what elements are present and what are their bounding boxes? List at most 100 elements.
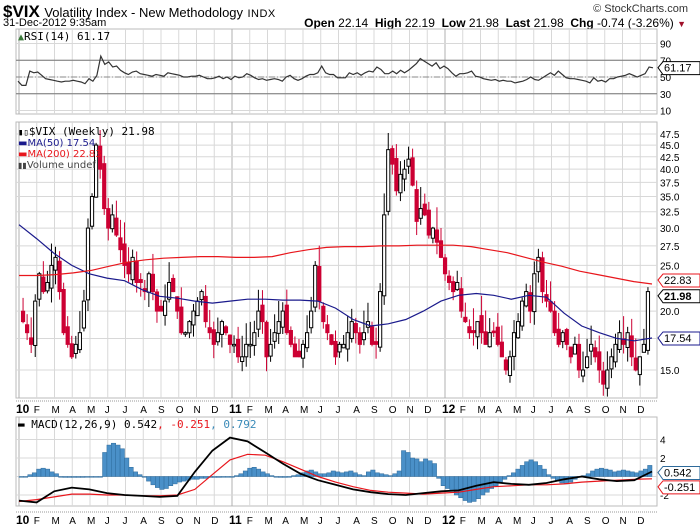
svg-text:F: F: [247, 516, 253, 527]
mountain-icon: ▲: [18, 32, 25, 43]
svg-text:4: 4: [660, 436, 666, 447]
svg-text:-0.251: -0.251: [664, 482, 695, 494]
svg-text:N: N: [620, 405, 627, 416]
low-value: 21.98: [468, 16, 499, 30]
svg-text:M: M: [52, 516, 60, 527]
svg-text:21.98: 21.98: [664, 291, 692, 303]
svg-text:J: J: [318, 405, 323, 416]
svg-text:10: 10: [16, 402, 30, 416]
svg-text:S: S: [158, 405, 165, 416]
copyright: © StockCharts.com: [593, 3, 688, 15]
candlestick-icon: ▮▯: [18, 128, 29, 138]
svg-text:A: A: [282, 405, 289, 416]
chart-datetime: 31-Dec-2012 9:35am: [3, 17, 107, 29]
svg-text:S: S: [371, 405, 378, 416]
svg-text:90: 90: [660, 40, 672, 51]
svg-text:11: 11: [229, 402, 242, 416]
chart-title: $VIX Volatility Index - New Methodology …: [3, 2, 276, 22]
svg-text:D: D: [637, 405, 644, 416]
svg-text:O: O: [602, 516, 610, 527]
quote-bar: Open 22.14 High 22.19 Low 21.98 Last 21.…: [304, 16, 686, 30]
svg-text:J: J: [549, 516, 554, 527]
open-label: Open: [304, 16, 335, 30]
svg-text:47.5: 47.5: [660, 130, 680, 141]
open-value: 22.14: [338, 16, 369, 30]
rsi-legend: ▲RSI(14) 61.17: [18, 30, 111, 43]
svg-text:30.0: 30.0: [660, 224, 680, 235]
svg-text:S: S: [584, 405, 591, 416]
svg-text:M: M: [513, 405, 521, 416]
macd-legend: ▬ MACD(12,26,9) 0.542, -0.251, 0.792: [18, 418, 257, 431]
svg-text:61.17: 61.17: [664, 63, 692, 75]
svg-text:A: A: [69, 405, 76, 416]
svg-text:20.0: 20.0: [660, 307, 680, 318]
svg-text:-2: -2: [660, 491, 669, 502]
svg-text:40.0: 40.0: [660, 165, 680, 176]
svg-text:O: O: [389, 405, 397, 416]
svg-text:M: M: [87, 405, 95, 416]
svg-text:42.5: 42.5: [660, 153, 680, 164]
svg-text:F: F: [247, 405, 253, 416]
svg-text:S: S: [371, 516, 378, 527]
svg-text:N: N: [407, 516, 414, 527]
svg-text:M: M: [52, 405, 60, 416]
svg-text:D: D: [637, 516, 644, 527]
svg-text:17.54: 17.54: [664, 333, 692, 345]
svg-text:F: F: [460, 405, 466, 416]
svg-text:M: M: [478, 516, 486, 527]
svg-text:O: O: [602, 405, 610, 416]
svg-text:M: M: [300, 516, 308, 527]
svg-text:N: N: [620, 516, 627, 527]
svg-text:D: D: [211, 405, 218, 416]
line-swatch-icon: ▬: [18, 138, 28, 149]
line-swatch-icon: ▬: [18, 418, 25, 431]
svg-text:A: A: [495, 516, 502, 527]
bar-chart-icon: ▮▮: [18, 161, 27, 170]
svg-text:50: 50: [660, 73, 672, 84]
svg-text:35.0: 35.0: [660, 193, 680, 204]
svg-text:M: M: [87, 516, 95, 527]
svg-text:O: O: [389, 516, 397, 527]
svg-text:N: N: [194, 516, 201, 527]
svg-text:J: J: [531, 516, 536, 527]
svg-text:30: 30: [660, 90, 672, 101]
ma200-legend: ▬MA(200) 22.83: [18, 149, 102, 160]
svg-text:11: 11: [229, 513, 242, 527]
svg-text:2: 2: [660, 454, 666, 465]
svg-text:A: A: [353, 405, 360, 416]
svg-text:M: M: [265, 405, 273, 416]
svg-text:F: F: [34, 516, 40, 527]
svg-text:25.0: 25.0: [660, 261, 680, 272]
svg-text:A: A: [69, 516, 76, 527]
svg-text:12: 12: [442, 513, 456, 527]
exchange: INDX: [247, 8, 276, 20]
svg-text:10: 10: [660, 107, 672, 118]
svg-text:37.5: 37.5: [660, 178, 680, 189]
svg-text:A: A: [353, 516, 360, 527]
svg-text:J: J: [336, 516, 341, 527]
svg-text:A: A: [566, 405, 573, 416]
high-value: 22.19: [404, 16, 435, 30]
svg-text:O: O: [176, 405, 184, 416]
chg-label: Chg: [570, 16, 594, 30]
svg-text:27.5: 27.5: [660, 242, 680, 253]
svg-text:F: F: [34, 405, 40, 416]
price-legend-main: ▮▯$VIX (Weekly) 21.98: [18, 125, 155, 138]
line-swatch-icon: ▬: [18, 149, 28, 160]
svg-text:J: J: [123, 516, 128, 527]
svg-text:S: S: [584, 516, 591, 527]
svg-text:N: N: [194, 405, 201, 416]
svg-text:J: J: [123, 405, 128, 416]
svg-text:N: N: [407, 405, 414, 416]
svg-text:J: J: [549, 405, 554, 416]
svg-text:M: M: [300, 405, 308, 416]
svg-text:J: J: [105, 516, 110, 527]
svg-text:J: J: [531, 405, 536, 416]
svg-text:12: 12: [442, 402, 456, 416]
svg-text:D: D: [424, 516, 431, 527]
svg-text:J: J: [336, 405, 341, 416]
svg-text:32.5: 32.5: [660, 208, 680, 219]
ma50-legend: ▬MA(50) 17.54: [18, 138, 96, 149]
svg-text:10: 10: [16, 513, 30, 527]
svg-text:0.542: 0.542: [664, 467, 692, 479]
